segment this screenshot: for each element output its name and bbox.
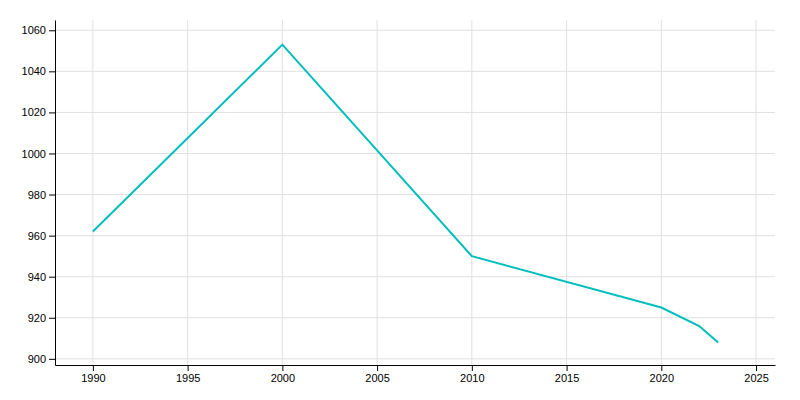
y-axis-line <box>55 21 56 366</box>
x-tick-mark <box>756 365 757 371</box>
grid-line-y <box>55 71 775 72</box>
x-tick-mark <box>472 365 473 371</box>
y-tick-label: 900 <box>28 353 46 365</box>
x-tick: 2025 <box>744 365 768 384</box>
y-tick-mark <box>49 112 55 113</box>
x-tick-mark <box>377 365 378 371</box>
grid-line-y <box>55 276 775 277</box>
y-tick: 1060 <box>22 24 55 36</box>
x-tick: 2015 <box>555 365 579 384</box>
x-axis-line <box>56 365 776 366</box>
line <box>93 45 718 343</box>
y-tick: 940 <box>28 271 55 283</box>
y-tick: 1020 <box>22 106 55 118</box>
y-tick: 980 <box>28 189 55 201</box>
x-tick-mark <box>567 365 568 371</box>
x-tick: 2000 <box>271 365 295 384</box>
y-tick-mark <box>49 153 55 154</box>
grid-line-y <box>55 358 775 359</box>
y-tick-label: 1000 <box>22 148 46 160</box>
y-tick-mark <box>49 277 55 278</box>
y-tick: 920 <box>28 312 55 324</box>
grid-line-y <box>55 30 775 31</box>
y-tick-label: 980 <box>28 189 46 201</box>
x-tick-mark <box>282 365 283 371</box>
y-tick-mark <box>49 195 55 196</box>
x-tick-label: 2015 <box>555 372 579 384</box>
x-tick-label: 1995 <box>176 372 200 384</box>
grid-line-y <box>55 317 775 318</box>
x-tick-label: 2020 <box>650 372 674 384</box>
x-tick-label: 2000 <box>271 372 295 384</box>
y-tick-mark <box>49 71 55 72</box>
y-tick-label: 920 <box>28 312 46 324</box>
x-tick: 2005 <box>365 365 389 384</box>
x-tick-mark <box>93 365 94 371</box>
y-tick-mark <box>49 359 55 360</box>
y-tick: 900 <box>28 353 55 365</box>
x-tick: 1990 <box>81 365 105 384</box>
y-tick-mark <box>49 236 55 237</box>
x-tick-mark <box>188 365 189 371</box>
x-tick-label: 2025 <box>744 372 768 384</box>
y-tick-label: 1040 <box>22 65 46 77</box>
x-axis: 1990 1995 2000 2005 2010 2015 2020 2025 <box>56 365 776 384</box>
y-tick-label: 1060 <box>22 24 46 36</box>
grid-line-y <box>55 235 775 236</box>
y-tick-label: 960 <box>28 230 46 242</box>
y-tick-label: 940 <box>28 271 46 283</box>
y-tick: 1000 <box>22 148 55 160</box>
y-tick: 1040 <box>22 65 55 77</box>
x-tick-label: 2005 <box>365 372 389 384</box>
grid-line-y <box>55 112 775 113</box>
x-tick-label: 1990 <box>81 372 105 384</box>
x-tick: 2020 <box>650 365 674 384</box>
grid <box>55 20 775 365</box>
x-tick: 1995 <box>176 365 200 384</box>
y-tick: 960 <box>28 230 55 242</box>
marks <box>93 45 718 343</box>
x-tick: 2010 <box>460 365 484 384</box>
x-tick-label: 2010 <box>460 372 484 384</box>
x-tick-mark <box>661 365 662 371</box>
grid-line-y <box>55 153 775 154</box>
y-tick-label: 1020 <box>22 106 46 118</box>
y-axis: 900 920 940 960 980 1000 1020 1040 1060 <box>22 21 56 366</box>
plot: 1990 1995 2000 2005 2010 2015 2020 2025 900 920 94… <box>22 20 776 384</box>
y-tick-mark <box>49 30 55 31</box>
y-tick-mark <box>49 318 55 319</box>
chart: 1990 1995 2000 2005 2010 2015 2020 2025 900 920 94… <box>0 0 800 400</box>
